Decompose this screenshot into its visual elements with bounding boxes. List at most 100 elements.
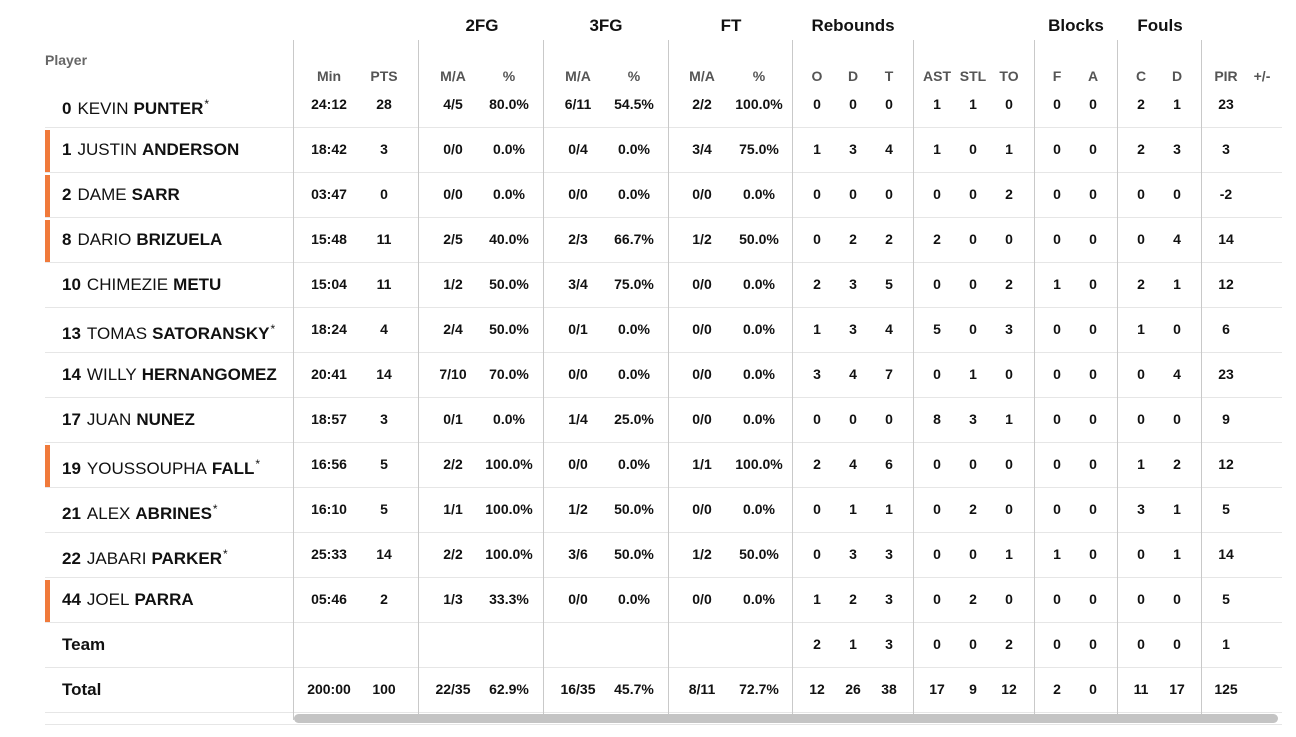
stat-fg3-ma: 3/6 bbox=[568, 546, 588, 562]
stat-foul-c: 11 bbox=[1133, 681, 1149, 697]
stat-pts: 14 bbox=[376, 546, 392, 562]
stat-reb-o: 0 bbox=[813, 411, 821, 427]
player-name-link[interactable]: 1 JUSTIN ANDERSON bbox=[62, 127, 239, 172]
player-name-link[interactable]: 22 JABARI PARKER* bbox=[62, 532, 228, 577]
stat-stl: 1 bbox=[969, 366, 977, 382]
stat-reb-d: 1 bbox=[849, 501, 857, 517]
stat-fg3-pct: 75.0% bbox=[614, 276, 654, 292]
horizontal-scrollbar[interactable] bbox=[294, 714, 1278, 723]
player-name-link[interactable]: 21 ALEX ABRINES* bbox=[62, 487, 218, 532]
stat-reb-d: 26 bbox=[845, 681, 861, 697]
stat-foul-d: 0 bbox=[1173, 636, 1181, 652]
stat-fg3-pct: 0.0% bbox=[618, 186, 650, 202]
player-name-link[interactable]: 0 KEVIN PUNTER* bbox=[62, 82, 209, 127]
player-name-link[interactable]: 19 YOUSSOUPHA FALL* bbox=[62, 442, 260, 487]
player-name-link[interactable]: 44 JOEL PARRA bbox=[62, 577, 194, 622]
stat-reb-o: 0 bbox=[813, 186, 821, 202]
player-name-link[interactable]: 17 JUAN NUNEZ bbox=[62, 397, 195, 442]
stat-fg2-pct bbox=[477, 622, 541, 667]
row-highlight-bar bbox=[45, 445, 50, 487]
player-last-name: SATORANSKY bbox=[152, 324, 270, 343]
stat-min: 18:57 bbox=[311, 411, 347, 427]
stat-ast: 5 bbox=[933, 321, 941, 337]
stat-foul-d: 0 bbox=[1173, 321, 1181, 337]
column-header-fg2-pct: % bbox=[502, 68, 516, 84]
player-first-name: JOEL bbox=[86, 590, 130, 609]
column-header-reb-t: T bbox=[884, 68, 894, 84]
stat-pir: 5 bbox=[1222, 591, 1230, 607]
column-header-pts: PTS bbox=[370, 68, 398, 84]
stat-pts: 11 bbox=[376, 276, 392, 292]
stat-fg3-pct: 0.0% bbox=[618, 141, 650, 157]
player-number: 14 bbox=[62, 365, 81, 384]
stat-ast: 0 bbox=[933, 591, 941, 607]
column-header-foul-d: D bbox=[1171, 68, 1183, 84]
player-name-link[interactable]: 14 WILLY HERNANGOMEZ bbox=[62, 352, 277, 397]
player-name-link[interactable]: 10 CHIMEZIE METU bbox=[62, 262, 221, 307]
stat-to: 2 bbox=[1005, 636, 1013, 652]
stat-fg3-pct: 0.0% bbox=[618, 366, 650, 382]
stat-blk-a: 0 bbox=[1089, 636, 1097, 652]
stat-blk-f: 0 bbox=[1053, 636, 1061, 652]
player-last-name: SARR bbox=[131, 185, 180, 204]
stat-ast: 1 bbox=[933, 141, 941, 157]
stat-to: 1 bbox=[1005, 141, 1013, 157]
stat-reb-d: 0 bbox=[849, 411, 857, 427]
stat-fg3-ma: 6/11 bbox=[564, 96, 592, 112]
column-header-blk-f: F bbox=[1052, 68, 1062, 84]
table-row: 0 KEVIN PUNTER* 24:12 28 4/5 80.0% 6/11 54.5% 2/2… bbox=[45, 82, 1282, 128]
player-name-link[interactable]: 13 TOMAS SATORANSKY* bbox=[62, 307, 275, 352]
stat-pm bbox=[1230, 442, 1294, 487]
player-number: 17 bbox=[62, 410, 81, 429]
stat-pir: 9 bbox=[1222, 411, 1230, 427]
stat-blk-a: 0 bbox=[1089, 186, 1097, 202]
stat-ft-ma: 0/0 bbox=[692, 591, 712, 607]
row-highlight-bar bbox=[45, 130, 50, 172]
stat-reb-t: 38 bbox=[881, 681, 897, 697]
column-header-ast: AST bbox=[923, 68, 951, 84]
stat-reb-t: 1 bbox=[885, 501, 893, 517]
stat-min: 15:48 bbox=[311, 231, 347, 247]
stat-fg2-pct: 0.0% bbox=[493, 186, 525, 202]
stat-reb-o: 0 bbox=[813, 96, 821, 112]
stat-foul-c: 0 bbox=[1137, 366, 1145, 382]
stat-reb-o: 12 bbox=[809, 681, 825, 697]
stat-fg3-pct: 45.7% bbox=[614, 681, 654, 697]
stat-pts: 11 bbox=[376, 231, 392, 247]
stat-reb-t: 6 bbox=[885, 456, 893, 472]
stat-ft-ma: 0/0 bbox=[692, 276, 712, 292]
stat-stl: 2 bbox=[969, 501, 977, 517]
stat-ft-ma: 8/11 bbox=[688, 681, 716, 697]
stat-reb-o: 3 bbox=[813, 366, 821, 382]
stat-fg2-ma: 2/4 bbox=[443, 321, 463, 337]
stat-reb-d: 0 bbox=[849, 186, 857, 202]
player-number: 2 bbox=[62, 185, 72, 204]
stat-fg2-ma: 0/1 bbox=[443, 411, 463, 427]
stat-foul-c: 0 bbox=[1137, 591, 1145, 607]
player-name-link[interactable]: 8 DARIO BRIZUELA bbox=[62, 217, 222, 262]
stat-foul-c: 3 bbox=[1137, 501, 1145, 517]
stat-fg3-ma: 0/0 bbox=[568, 366, 588, 382]
stat-to: 1 bbox=[1005, 546, 1013, 562]
player-last-name: PARKER bbox=[151, 549, 222, 568]
stat-foul-d: 1 bbox=[1173, 96, 1181, 112]
stat-min: 200:00 bbox=[307, 681, 351, 697]
stat-stl: 0 bbox=[969, 321, 977, 337]
stat-ast: 0 bbox=[933, 456, 941, 472]
stat-min: 03:47 bbox=[311, 186, 347, 202]
team-row-label: Team bbox=[62, 635, 106, 654]
stat-fg2-ma: 0/0 bbox=[443, 186, 463, 202]
stat-ft-ma: 0/0 bbox=[692, 501, 712, 517]
stat-stl: 0 bbox=[969, 276, 977, 292]
stat-fg2-ma: 4/5 bbox=[443, 96, 463, 112]
stat-pts: 5 bbox=[380, 501, 388, 517]
stat-pm bbox=[1230, 667, 1294, 712]
stat-reb-d: 1 bbox=[849, 636, 857, 652]
player-name-link[interactable]: 2 DAME SARR bbox=[62, 172, 180, 217]
stat-fg2-pct: 100.0% bbox=[485, 456, 533, 472]
group-header-2fg: 2FG bbox=[465, 16, 499, 35]
stat-pm bbox=[1230, 577, 1294, 622]
stat-foul-d: 17 bbox=[1169, 681, 1185, 697]
stat-pir: -2 bbox=[1219, 186, 1233, 202]
stat-fg2-pct: 80.0% bbox=[489, 96, 529, 112]
